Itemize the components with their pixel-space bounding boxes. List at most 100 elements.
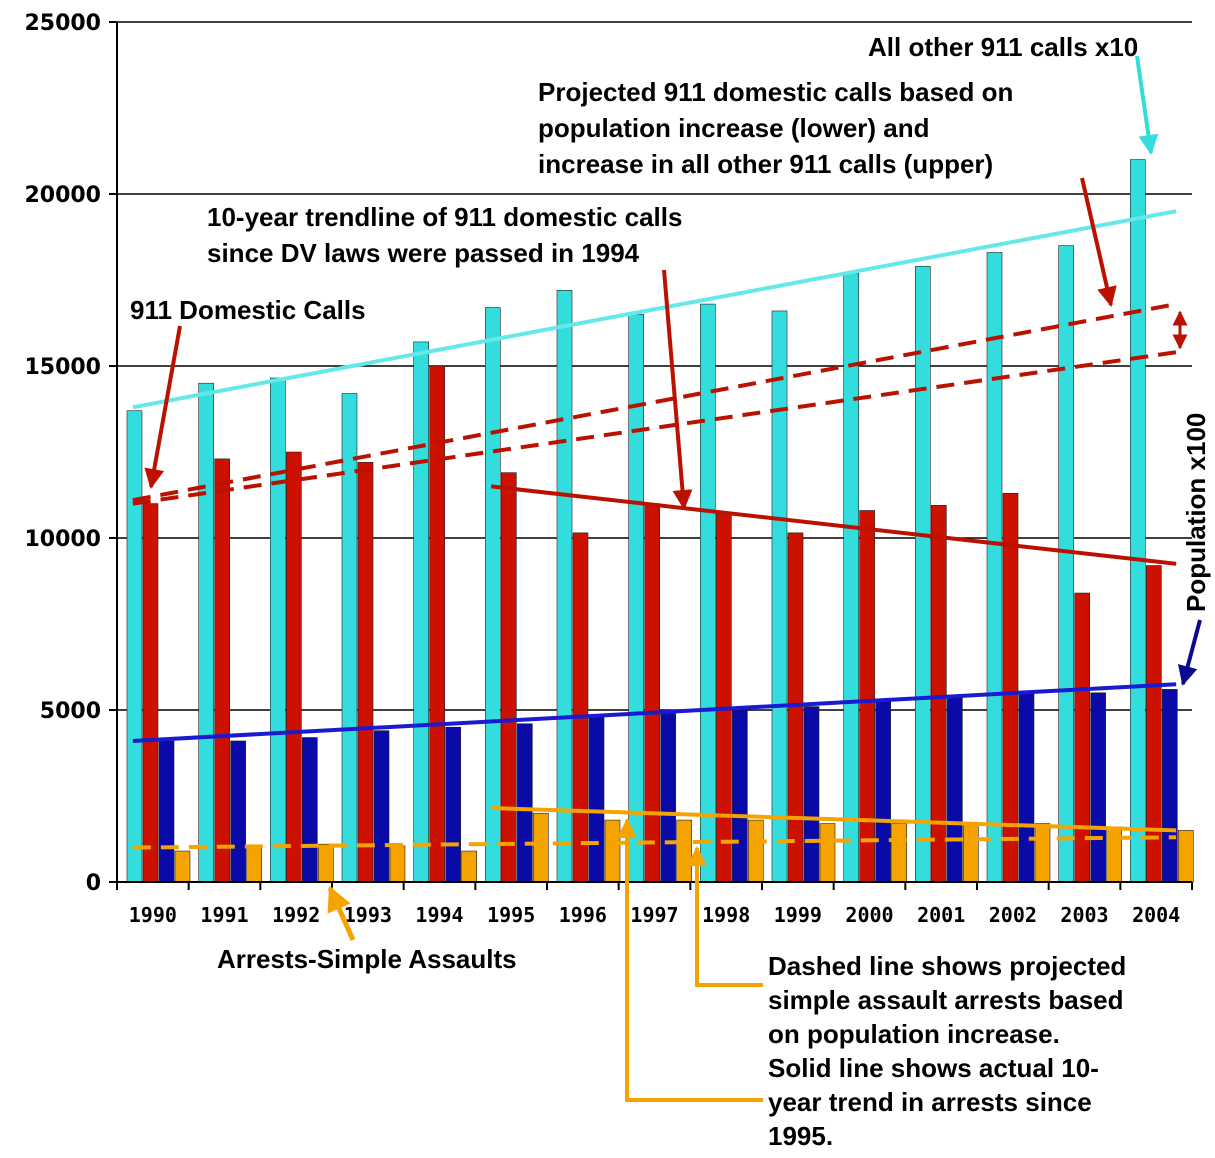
y-tick-label: 20000 xyxy=(24,183,101,208)
y-tick-label: 15000 xyxy=(24,355,101,380)
bar-911-domestic-calls xyxy=(716,513,732,883)
dashed-note-line-3: on population increase. xyxy=(768,1019,1060,1049)
bar-population-x100 xyxy=(947,695,963,883)
trendlines xyxy=(132,209,1177,850)
bar-arrests-simple-assaults xyxy=(389,845,406,883)
bar-arrests-simple-assaults xyxy=(1178,830,1194,883)
bar-all-other-911-calls-x10 xyxy=(341,393,358,883)
projected-label-line-2: population increase (lower) and xyxy=(538,113,930,143)
trend-pointer xyxy=(662,269,693,510)
x-tick-label: 2002 xyxy=(989,903,1037,927)
bar-911-domestic-calls xyxy=(859,510,875,883)
x-axis: 1990 1991 1992 1993 1994 1995 1996 1997 1998 1999… xyxy=(116,882,1193,927)
bar-arrests-simple-assaults xyxy=(819,823,836,883)
x-tick-label: 1994 xyxy=(415,903,463,927)
axes xyxy=(116,22,1192,883)
x-tick-label: 2001 xyxy=(917,903,965,927)
bar-population-x100 xyxy=(660,713,676,883)
trendline-911-domestic-calls-projected-lower- xyxy=(132,350,1177,506)
bar-arrests-simple-assaults xyxy=(963,823,979,883)
bar-population-x100 xyxy=(1018,692,1035,883)
bar-911-domestic-calls xyxy=(501,472,517,883)
x-tick-label: 1991 xyxy=(200,903,248,927)
trendline-arrests-simple-assaults-projected xyxy=(132,835,1177,850)
bar-population-x100 xyxy=(1162,689,1178,883)
x-tick-label: 1998 xyxy=(702,903,750,927)
trendline-911-domestic-calls-projected-upper- xyxy=(132,302,1177,503)
trendline-911-domestic-calls xyxy=(490,484,1177,566)
bar-population-x100 xyxy=(1090,692,1106,883)
bar-all-other-911-calls-x10 xyxy=(915,265,931,883)
bar-arrests-simple-assaults xyxy=(604,819,621,883)
bar-arrests-simple-assaults xyxy=(318,843,334,883)
bar-population-x100 xyxy=(373,730,390,883)
bar-all-other-911-calls-x10 xyxy=(270,377,286,883)
x-tick-label: 1993 xyxy=(344,903,392,927)
y-tick-label: 5000 xyxy=(40,699,101,724)
bar-population-x100 xyxy=(517,723,533,883)
arrests-label: Arrests-Simple Assaults xyxy=(217,944,517,974)
trend-label-line-1: 10-year trendline of 911 domestic calls xyxy=(207,202,682,232)
bar-arrests-simple-assaults xyxy=(748,819,764,883)
x-tick-label: 1992 xyxy=(272,903,320,927)
trendline-arrests-simple-assaults xyxy=(491,806,1177,833)
x-tick-label: 1997 xyxy=(630,903,678,927)
bar-arrests-simple-assaults xyxy=(1034,823,1051,883)
dashed-note-line-5: year trend in arrests since xyxy=(768,1087,1092,1117)
trend-label-line-2: since DV laws were passed in 1994 xyxy=(207,238,640,268)
bar-911-domestic-calls xyxy=(931,505,947,883)
bar-arrests-simple-assaults xyxy=(246,845,262,883)
x-tick-label: 2004 xyxy=(1132,903,1180,927)
bar-arrests-simple-assaults xyxy=(533,812,549,883)
domestic-label: 911 Domestic Calls xyxy=(130,295,366,325)
annotation-pointers xyxy=(144,55,1202,1102)
bar-911-domestic-calls xyxy=(787,532,804,883)
bar-911-domestic-calls xyxy=(357,462,374,883)
bar-arrests-simple-assaults xyxy=(461,850,477,883)
bar-all-other-911-calls-x10 xyxy=(413,341,429,883)
bar-population-x100 xyxy=(875,699,891,883)
y-tick-label: 25000 xyxy=(24,11,101,36)
bar-population-x100 xyxy=(588,716,605,883)
x-tick-label: 1999 xyxy=(774,903,822,927)
x-tick-label: 1995 xyxy=(487,903,535,927)
x-tick-label: 1996 xyxy=(559,903,607,927)
trendline-population-x100 xyxy=(132,682,1177,743)
dashed-note-line-1: Dashed line shows projected xyxy=(768,951,1126,981)
bar-population-x100 xyxy=(158,740,175,883)
bar-all-other-911-calls-x10 xyxy=(771,310,788,883)
bar-population-x100 xyxy=(732,709,748,883)
bar-911-domestic-calls xyxy=(572,532,589,883)
y-axis: 0 5000 10000 15000 20000 25000 xyxy=(24,11,101,896)
all-other-label: All other 911 calls x10 xyxy=(868,32,1138,62)
bar-all-other-911-calls-x10 xyxy=(126,410,143,883)
bar-all-other-911-calls-x10 xyxy=(556,290,573,883)
domestic-pointer xyxy=(144,325,182,489)
bar-arrests-simple-assaults xyxy=(1106,826,1122,883)
bar-all-other-911-calls-x10 xyxy=(198,382,214,883)
bar-all-other-911-calls-x10 xyxy=(628,314,644,883)
projected-label-line-3: increase in all other 911 calls (upper) xyxy=(538,149,993,179)
bar-all-other-911-calls-x10 xyxy=(1130,159,1146,883)
bar-911-domestic-calls xyxy=(644,503,660,883)
x-tick-label: 2000 xyxy=(845,903,893,927)
bar-population-x100 xyxy=(302,737,318,883)
bar-population-x100 xyxy=(803,706,820,883)
trendline-all-other-911-calls-x10 xyxy=(132,209,1177,410)
population-label: Population x100 xyxy=(1181,413,1211,612)
bars xyxy=(126,159,1194,883)
projected-pointer xyxy=(1080,177,1117,307)
bar-911-domestic-calls xyxy=(142,503,159,883)
dashed-note-line-2: simple assault arrests based xyxy=(768,985,1124,1015)
bar-911-domestic-calls xyxy=(214,458,230,883)
bar-911-domestic-calls xyxy=(286,451,302,883)
dashed-note-line-4: Solid line shows actual 10- xyxy=(768,1053,1099,1083)
bar-arrests-simple-assaults xyxy=(174,850,191,883)
bar-all-other-911-calls-x10 xyxy=(485,307,501,883)
bar-population-x100 xyxy=(445,726,461,883)
x-tick-label: 1990 xyxy=(129,903,177,927)
all-other-pointer xyxy=(1135,55,1159,155)
x-tick-label: 2003 xyxy=(1060,903,1108,927)
projected-label-line-1: Projected 911 domestic calls based on xyxy=(538,77,1013,107)
